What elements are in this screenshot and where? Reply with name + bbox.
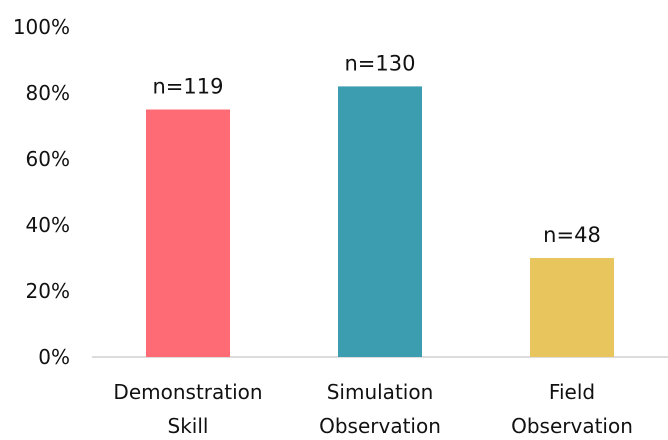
- y-tick-label: 80%: [26, 81, 70, 105]
- x-tick-label: Field Observation: [511, 380, 633, 438]
- data-label: n=48: [543, 223, 601, 247]
- data-labels: n=119 n=130 n=48: [153, 51, 601, 247]
- bars: [146, 86, 614, 358]
- x-tick-label-line: Field: [549, 380, 595, 404]
- y-tick-label: 40%: [26, 213, 70, 237]
- bar: [146, 109, 230, 357]
- x-tick-label-line: Observation: [319, 414, 441, 438]
- bar: [338, 86, 422, 358]
- y-tick-label: 60%: [26, 147, 70, 171]
- x-tick-label-line: Simulation: [327, 380, 434, 404]
- x-tick-label-line: Skill: [168, 414, 209, 438]
- bar: [530, 258, 614, 357]
- y-tick-label: 100%: [13, 15, 70, 39]
- x-tick-label-line: Observation: [511, 414, 633, 438]
- data-label: n=130: [345, 51, 416, 75]
- x-tick-label: Simulation Observation: [319, 380, 441, 438]
- y-axis: 0% 20% 40% 60% 80% 100%: [13, 15, 70, 369]
- x-tick-label: Demonstration Skill: [113, 380, 262, 438]
- x-tick-label-line: Demonstration: [113, 380, 262, 404]
- y-tick-label: 0%: [38, 345, 70, 369]
- y-tick-label: 20%: [26, 279, 70, 303]
- data-label: n=119: [153, 75, 224, 99]
